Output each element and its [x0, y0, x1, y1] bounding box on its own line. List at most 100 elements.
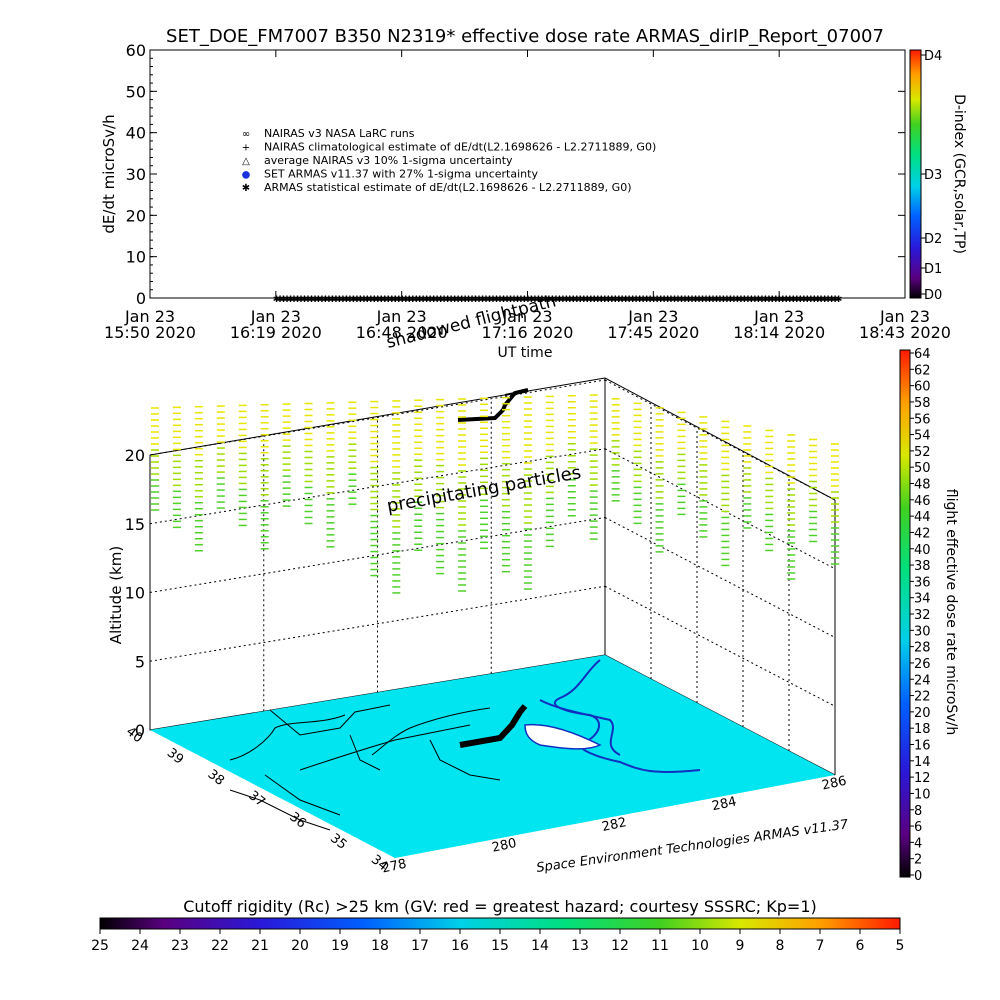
top-data-point: ✱ [339, 295, 347, 305]
top-data-point: ✱ [699, 295, 707, 305]
top-data-point: ✱ [458, 295, 466, 305]
flightpath-aloft [457, 388, 529, 422]
top-data-point: ✱ [475, 295, 483, 305]
cutoff-rigidity-label: Cutoff rigidity (Rc) >25 km (GV: red = g… [183, 897, 817, 916]
cutoff-rigidity-tick-label: 5 [896, 938, 905, 954]
cutoff-rigidity-tick-label: 10 [691, 938, 709, 954]
top-data-point: ✱ [678, 295, 686, 305]
top-data-point: ✱ [566, 295, 574, 305]
dose-rate-tick-label: 40 [914, 543, 931, 558]
3d-altitude-tick-label: 15 [125, 515, 145, 534]
cutoff-rigidity-colorbar [99, 917, 901, 930]
top-data-point: ✱ [360, 295, 368, 305]
top-y-axis-label: dE/dt microSv/h [100, 114, 118, 233]
dose-rate-tick-label: 24 [914, 673, 931, 688]
top-data-point: ✱ [332, 295, 340, 305]
top-data-point: ✱ [629, 295, 637, 305]
d-index-tick-label: D3 [924, 168, 942, 183]
cutoff-rigidity-tick-label: 22 [211, 938, 229, 954]
cutoff-rigidity-tick-label: 6 [856, 938, 865, 954]
top-data-point: ✱ [713, 295, 721, 305]
legend-label: NAIRAS v3 NASA LaRC runs [264, 127, 415, 140]
top-data-point: ✱ [559, 295, 567, 305]
top-data-point: ✱ [685, 295, 693, 305]
top-data-point: ✱ [405, 295, 413, 305]
d-index-colorbar [909, 49, 922, 299]
top-data-point: ✱ [325, 295, 333, 305]
3d-grid-line [149, 379, 606, 456]
top-data-point: ✱ [577, 295, 585, 305]
top-data-point: ✱ [367, 295, 375, 305]
top-y-axis: 0 10 20 30 40 50 60 [126, 41, 905, 308]
3d-altitude-axis: 0 5 10 15 20 [125, 446, 145, 740]
top-data-point: ✱ [280, 295, 288, 305]
dose-rate-tick-label: 48 [914, 478, 931, 493]
top-data-point: ✱ [587, 295, 595, 305]
top-data-point: ✱ [437, 295, 445, 305]
cutoff-rigidity-tick-label: 14 [531, 938, 549, 954]
top-data-point: ✱ [650, 295, 658, 305]
top-data-point: ✱ [517, 295, 525, 305]
dose-rate-tick-label: 42 [914, 526, 931, 541]
top-data-point: ✱ [493, 295, 501, 305]
3d-longitude-tick-label: 284 [711, 794, 738, 814]
top-x-tick-label-time: 16:48 2020 [356, 323, 448, 342]
top-data-point: ✱ [419, 295, 427, 305]
dose-rate-tick-label: 46 [914, 494, 931, 509]
ground-surface [150, 655, 835, 858]
d-index-tick-label: D4 [924, 49, 942, 64]
top-data-point: ✱ [674, 295, 682, 305]
top-data-point: ✱ [297, 295, 305, 305]
top-data-point: ✱ [688, 295, 696, 305]
top-y-tick-label: 30 [126, 165, 146, 184]
top-data-point: ✱ [636, 295, 644, 305]
dose-rate-tick-label: 32 [914, 608, 931, 623]
top-data-point: ✱ [741, 295, 749, 305]
top-data-point: ✱ [451, 295, 459, 305]
top-data-point: ✱ [542, 295, 550, 305]
top-data-point: ✱ [800, 295, 808, 305]
3d-longitude-tick-label: 280 [491, 836, 518, 856]
dose-rate-tick-label: 12 [914, 771, 931, 786]
top-data-point: ✱ [412, 295, 420, 305]
top-data-point: ✱ [716, 295, 724, 305]
top-data-point: ✱ [597, 295, 605, 305]
top-data-point: ✱ [814, 295, 822, 305]
top-data-point: ✱ [807, 295, 815, 305]
top-data-point: ✱ [615, 295, 623, 305]
dose-rate-colorbar [899, 349, 911, 878]
dose-rate-tick-label: 44 [914, 510, 931, 525]
top-y-tick-label: 10 [126, 248, 146, 267]
top-data-point: ✱ [528, 295, 536, 305]
top-data-point: ✱ [489, 295, 497, 305]
top-data-point: ✱ [315, 295, 323, 305]
3d-grid-line [604, 517, 836, 638]
cutoff-rigidity-tick-label: 8 [776, 938, 785, 954]
top-data-point: ✱ [748, 295, 756, 305]
3d-longitude-tick-label: 278 [381, 857, 408, 877]
top-x-tick-label-time: 18:14 2020 [733, 323, 825, 342]
top-data-point: ✱ [751, 295, 759, 305]
dose-rate-tick-label: 2 [914, 853, 922, 868]
top-data-point: ✱ [573, 295, 581, 305]
top-data-point: ✱ [308, 295, 316, 305]
3d-altitude-tick-label: 10 [125, 584, 145, 603]
top-data-point: ✱ [336, 295, 344, 305]
dose-rate-tick-label: 18 [914, 722, 931, 737]
flightpath-aloft-arrow [504, 389, 529, 396]
cutoff-rigidity-tick-label: 24 [131, 938, 149, 954]
top-y-tick-label: 60 [126, 41, 146, 60]
dose-rate-tick-label: 26 [914, 657, 931, 672]
dose-rate-tick-label: 28 [914, 641, 931, 656]
top-data-point: ✱ [385, 295, 393, 305]
top-data-point: ✱ [381, 295, 389, 305]
top-data-point: ✱ [433, 295, 441, 305]
top-data-point: ✱ [426, 295, 434, 305]
cutoff-rigidity-tick-label: 20 [291, 938, 309, 954]
d-index-colorbar-label: D-index (GCR,solar,TP) [951, 94, 967, 254]
3d-grid-line [604, 448, 836, 570]
cutoff-rigidity-tick-label: 13 [571, 938, 589, 954]
legend-symbol: △ [242, 156, 250, 167]
top-data-point: ✱ [378, 295, 386, 305]
